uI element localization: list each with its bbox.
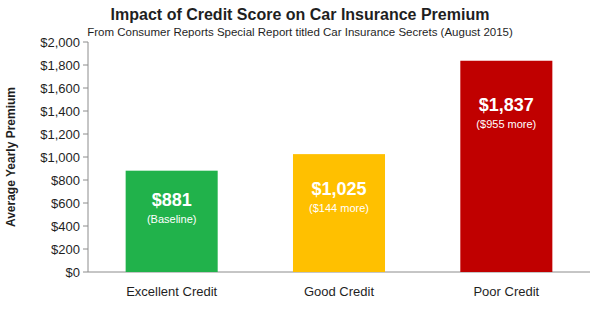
y-tick-label: $2,000 [40, 35, 80, 50]
y-tick [83, 42, 88, 43]
y-tick [83, 249, 88, 250]
y-tick-label: $600 [51, 196, 80, 211]
y-tick [83, 157, 88, 158]
y-tick [83, 88, 88, 89]
title: Impact of Credit Score on Car Insurance … [111, 6, 490, 23]
chart-container: Impact of Credit Score on Car Insurance … [0, 0, 600, 309]
data-label: $881 [152, 190, 192, 210]
bar [293, 154, 385, 272]
y-tick [83, 180, 88, 181]
labels: Excellent Credit $881 (Baseline) Good Credi… [126, 95, 539, 299]
x-tick-label: Poor Credit [473, 284, 539, 299]
annotation: (Baseline) [147, 213, 197, 225]
y-tick [83, 111, 88, 112]
y-tick-label: $1,600 [40, 81, 80, 96]
chart: Impact of Credit Score on Car Insurance … [0, 0, 600, 309]
y-tick-label: $800 [51, 173, 80, 188]
y-tick [83, 65, 88, 66]
x-tick-label: Good Credit [304, 284, 374, 299]
bar [126, 171, 218, 272]
y-tick [83, 203, 88, 204]
annotation: ($144 more) [309, 202, 369, 214]
y-axis-label: Average Yearly Premium [4, 87, 18, 227]
y-tick-label: $1,200 [40, 127, 80, 142]
data-label: $1,837 [479, 95, 534, 115]
y-tick-label: $200 [51, 242, 80, 257]
x-tick-label: Excellent Credit [126, 284, 217, 299]
annotation: ($955 more) [476, 118, 536, 130]
y-tick [83, 272, 88, 273]
y-tick-label: $1,000 [40, 150, 80, 165]
y-tick [83, 134, 88, 135]
y-tick-label: $400 [51, 219, 80, 234]
bars [126, 61, 553, 272]
y-tick [83, 226, 88, 227]
y-tick-label: $1,400 [40, 104, 80, 119]
y-tick-label: $1,800 [40, 58, 80, 73]
bar [460, 61, 552, 272]
subtitle: From Consumer Reports Special Report tit… [87, 26, 513, 38]
data-label: $1,025 [311, 179, 366, 199]
y-tick-label: $0 [66, 265, 80, 280]
